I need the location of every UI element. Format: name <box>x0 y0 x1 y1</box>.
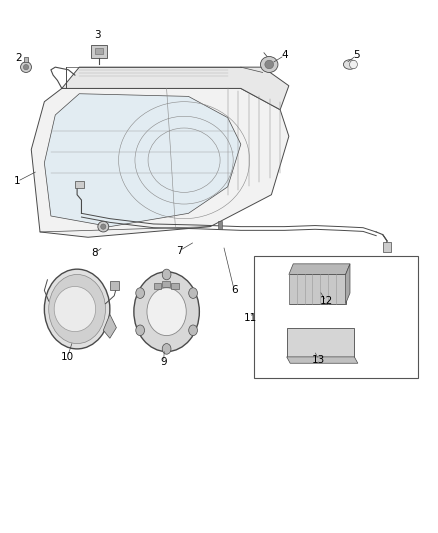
Bar <box>75 181 84 188</box>
Circle shape <box>147 288 186 336</box>
Text: 2: 2 <box>15 53 21 63</box>
Circle shape <box>189 288 198 298</box>
Text: 11: 11 <box>244 313 257 323</box>
Circle shape <box>134 272 199 352</box>
Ellipse shape <box>54 286 95 332</box>
Bar <box>289 274 346 304</box>
Bar <box>153 283 161 289</box>
Ellipse shape <box>101 224 106 229</box>
Circle shape <box>49 274 106 344</box>
Text: 8: 8 <box>91 248 98 258</box>
Circle shape <box>162 344 171 354</box>
Text: 12: 12 <box>319 296 332 306</box>
Bar <box>24 56 28 62</box>
Bar <box>91 45 107 58</box>
Bar <box>162 281 170 287</box>
Bar <box>254 256 418 378</box>
Bar <box>383 242 391 252</box>
Polygon shape <box>31 88 289 237</box>
Polygon shape <box>62 67 289 110</box>
Ellipse shape <box>343 60 357 69</box>
Polygon shape <box>346 264 350 304</box>
Text: 4: 4 <box>281 51 288 60</box>
Bar <box>171 283 179 289</box>
Text: 7: 7 <box>177 246 183 255</box>
Bar <box>287 328 354 357</box>
Circle shape <box>136 325 145 336</box>
Bar <box>110 281 120 290</box>
Circle shape <box>136 288 145 298</box>
Ellipse shape <box>261 56 278 72</box>
Polygon shape <box>289 264 350 274</box>
Ellipse shape <box>23 64 28 70</box>
Circle shape <box>189 325 198 336</box>
Text: 9: 9 <box>160 357 167 367</box>
Text: 13: 13 <box>312 354 325 365</box>
Ellipse shape <box>98 221 109 232</box>
Text: 5: 5 <box>353 51 360 60</box>
Polygon shape <box>287 357 358 364</box>
Text: 6: 6 <box>231 286 237 295</box>
Ellipse shape <box>350 60 357 69</box>
Circle shape <box>44 269 110 349</box>
Polygon shape <box>44 94 241 227</box>
Polygon shape <box>103 314 117 338</box>
Circle shape <box>162 269 171 280</box>
Ellipse shape <box>265 60 274 69</box>
Ellipse shape <box>21 62 32 72</box>
Text: 1: 1 <box>14 176 21 187</box>
Bar <box>218 221 223 229</box>
Bar <box>95 48 103 54</box>
Text: 10: 10 <box>61 352 74 362</box>
Text: 3: 3 <box>94 30 101 41</box>
